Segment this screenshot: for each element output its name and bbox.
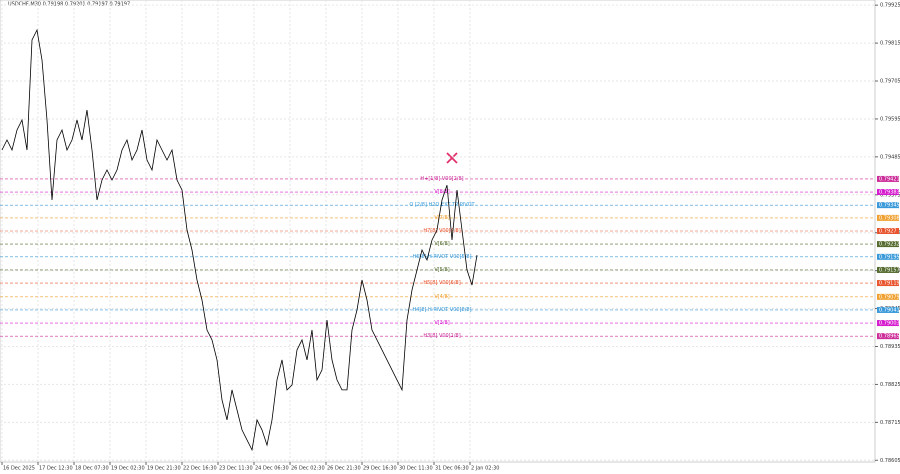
level-label: H+[1/8] V00[2/8]	[420, 176, 463, 182]
x-tick-label: 26 Dec 21:30	[327, 466, 361, 472]
x-tick-label: 19 Dec 21:30	[147, 466, 181, 472]
level-label: O [2/8] H2O EXT TP PIVOT	[409, 202, 475, 208]
level-label: H7[8] V00[4/8]	[423, 228, 460, 234]
y-tick-label: 0.79925	[880, 3, 900, 9]
level-tag	[877, 333, 899, 340]
level-price: 0.79195	[879, 254, 900, 260]
level-price: 0.7927	[879, 229, 897, 235]
y-tick-label: 0.78825	[880, 382, 900, 388]
level-price: 0.79157	[879, 267, 900, 273]
level-tag	[877, 214, 899, 221]
level-price: 0.79003	[879, 321, 900, 327]
level-tag	[877, 306, 899, 313]
level-price: 0.78965	[879, 334, 900, 340]
level-price: 0.79383	[879, 190, 900, 196]
x-tick-label: 24 Dec 06:30	[255, 466, 289, 472]
y-tick-label: 0.79375	[880, 192, 900, 198]
level-label: V[6/8]	[434, 241, 449, 247]
y-tick-label: 0.78605	[880, 458, 900, 464]
level-price: 0.79079	[879, 294, 900, 300]
level-label: H5[8] V00[6/8]	[423, 280, 460, 286]
level-label: H6[8] H PIVOT V00[5/8]	[412, 254, 471, 260]
level-tag	[877, 293, 899, 300]
level-tag	[877, 280, 899, 287]
x-tick-label: 17 Dec 12:30	[39, 466, 73, 472]
level-tag	[877, 320, 899, 327]
level-price: 0.79232	[879, 242, 900, 248]
level-price: 0.79119	[879, 281, 900, 287]
chart-title: USDCHF,M30 0.79198 0.79201 0.79197 0.791…	[8, 2, 130, 8]
level-tag	[877, 228, 899, 234]
level-tag	[877, 202, 899, 209]
level-label: V[3/8]	[434, 320, 449, 326]
x-tick-label: 31 Dec 06:30	[435, 466, 469, 472]
price-line	[1, 28, 478, 452]
level-price: 0.79308	[879, 215, 900, 221]
level-label: V[8/8]	[434, 189, 449, 195]
level-tag	[877, 175, 899, 182]
x-tick-label: 18 Dec 07:30	[75, 466, 109, 472]
y-tick-label: 0.79815	[880, 41, 900, 47]
level-label: V[5/8]	[434, 267, 449, 273]
x-tick-label: 22 Dec 16:30	[183, 466, 217, 472]
y-tick-label: 0.79595	[880, 116, 900, 122]
level-label: V[4/8]	[434, 294, 449, 300]
level-price: 0.79421	[879, 176, 900, 182]
y-tick-label: 0.78935	[880, 344, 900, 350]
level-label: H3[8] V00[1/8]	[423, 333, 460, 339]
x-tick-label: 29 Dec 16:30	[363, 466, 397, 472]
level-tag	[877, 253, 899, 260]
x-tick-label: 30 Dec 11:30	[399, 466, 433, 472]
y-tick-label: 0.79705	[880, 79, 900, 85]
level-tag	[877, 189, 899, 196]
x-tick-label: 23 Dec 11:30	[219, 466, 253, 472]
x-tick-label: 2 Jan 02:30	[471, 466, 499, 472]
y-tick-label: 0.78715	[880, 420, 900, 426]
level-label: H4[8] H PIVOT V00[8/8]	[412, 307, 471, 313]
level-tag	[877, 266, 899, 273]
y-tick-label: 0.79485	[880, 154, 900, 160]
level-price: 0.79041	[879, 307, 900, 313]
level-tag	[877, 241, 899, 248]
x-tick-label: 26 Dec 02:30	[291, 466, 325, 472]
x-tick-label: 16 Dec 2025	[3, 466, 35, 472]
level-label: V[7/8]	[434, 215, 449, 221]
x-tick-label: 19 Dec 02:30	[111, 466, 145, 472]
cross-marker	[446, 152, 458, 164]
level-price: 0.79345	[879, 203, 900, 209]
